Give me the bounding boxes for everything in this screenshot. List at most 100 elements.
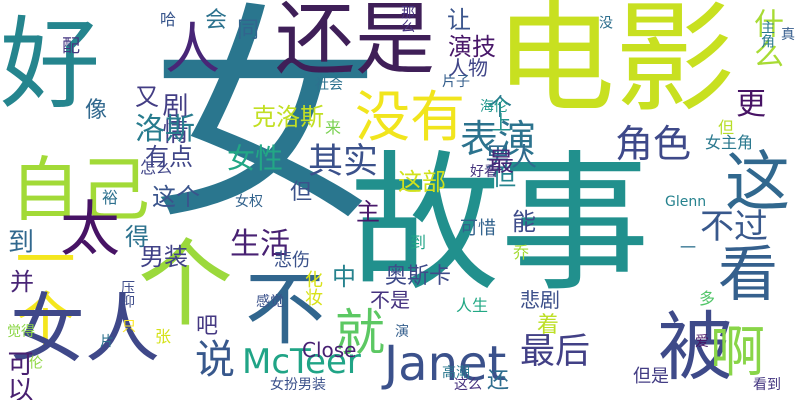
word-27: 不过 <box>700 207 768 247</box>
word-38: 演技 <box>448 33 496 61</box>
word-46: 真 <box>781 27 795 43</box>
word-45: 没 <box>597 15 613 29</box>
word-31: 但 <box>492 163 516 191</box>
word-99: 高潮 <box>442 365 470 381</box>
word-83: 感觉 <box>256 294 284 310</box>
word-96: 爱 <box>695 334 709 350</box>
word-64: Glenn <box>665 194 707 210</box>
word-90: 张 <box>152 328 171 344</box>
word-17: 人 <box>165 17 221 81</box>
word-74: 主角 <box>759 20 775 48</box>
word-84: 着 <box>537 313 560 338</box>
word-48: 个 <box>488 93 512 121</box>
word-63: 女权 <box>235 194 263 210</box>
word-11: 不 <box>245 263 325 356</box>
word-7: 一个 <box>5 228 75 348</box>
word-89: Close <box>302 338 357 362</box>
word-22: 角色 <box>615 122 692 166</box>
word-62: 裕 <box>102 188 119 207</box>
word-67: 男装 <box>140 243 188 271</box>
word-52: 女主角 <box>705 133 754 152</box>
word-12: 就 <box>335 304 385 362</box>
word-6: 自己 <box>10 149 150 231</box>
word-54: 洛斯 <box>135 112 195 147</box>
word-25: 生活 <box>230 227 290 262</box>
word-2: 电影 <box>495 0 735 129</box>
word-79: 悲伤 <box>274 250 310 271</box>
word-4: 还是 <box>275 0 435 86</box>
word-13: 被 <box>658 303 734 391</box>
word-98: 还 <box>483 368 508 390</box>
word-91: 片 <box>100 334 114 350</box>
word-10: 太 <box>60 195 120 265</box>
word-73: 一 <box>680 238 697 257</box>
word-57: 这部 <box>398 168 446 196</box>
word-86: 多 <box>696 290 715 306</box>
word-36: 同 <box>237 18 260 43</box>
word-76: 中 <box>332 263 356 291</box>
word-20: McTeer <box>242 342 361 382</box>
word-14: 看 <box>718 240 778 310</box>
word-95: 伦 <box>27 355 43 369</box>
word-0: 女 <box>150 0 381 253</box>
word-61: 怎么 <box>140 158 173 177</box>
word-66: 得 <box>125 223 149 251</box>
word-50: 海伦 <box>480 99 508 115</box>
word-47: 像 <box>85 98 108 123</box>
word-88: 演 <box>395 324 409 340</box>
word-43: 哈 <box>160 10 177 29</box>
word-1: 故事 <box>350 138 651 312</box>
word-80: 压抑 <box>119 280 135 308</box>
word-35: 会 <box>205 8 228 33</box>
word-58: 但 <box>290 180 313 205</box>
word-85: 悲剧 <box>520 288 560 312</box>
word-8: 个 <box>138 230 234 340</box>
word-68: 主 <box>356 198 380 226</box>
word-81: 不是 <box>370 288 410 312</box>
word-19: Janet <box>384 336 507 392</box>
word-71: 到 <box>410 233 427 252</box>
word-77: 奥斯卡 <box>385 264 452 289</box>
word-55: 有点 <box>145 143 193 171</box>
word-34: 克洛斯 <box>252 103 324 131</box>
word-100: 这么 <box>454 377 482 393</box>
word-15: 啊 <box>710 320 766 384</box>
word-30: 男人 <box>485 143 538 173</box>
word-9: 女人 <box>10 285 161 373</box>
word-18: 什么 <box>748 8 783 68</box>
word-23: 其实 <box>308 142 379 182</box>
word-87: 人生 <box>456 296 489 315</box>
word-82: 吧 <box>196 314 219 339</box>
word-93: 觉得 <box>7 324 35 340</box>
word-56: 这个 <box>152 183 200 211</box>
word-41: 社会 <box>315 77 343 93</box>
word-26: 说 <box>195 337 235 383</box>
word-32: 又 <box>135 83 159 111</box>
word-97: 但是 <box>633 366 669 387</box>
word-29: 女性 <box>227 142 284 175</box>
word-24: 最后 <box>520 332 591 372</box>
word-59: 最 <box>488 148 515 178</box>
word-37: 让 <box>447 6 471 34</box>
word-69: 能 <box>512 208 536 236</box>
word-33: 剧情 <box>158 92 188 144</box>
word-65: 到 <box>8 228 35 258</box>
word-75: 并 <box>10 268 34 296</box>
word-40: 片子 <box>442 74 470 90</box>
word-3: 好 <box>0 6 100 123</box>
word-102: 女扮男装 <box>270 377 326 393</box>
word-70: 可惜 <box>460 218 496 239</box>
word-78: 化妆 <box>302 270 323 306</box>
word-72: 乔 <box>513 243 530 262</box>
word-42: 配 <box>62 36 80 57</box>
word-49: 上 <box>488 112 512 132</box>
word-5: 这 <box>725 145 791 220</box>
word-51: 来 <box>325 118 342 137</box>
word-16: 没有 <box>355 85 466 149</box>
word-21: 表演 <box>460 117 537 161</box>
word-92: 只 <box>122 319 136 335</box>
word-28: 更 <box>736 87 766 122</box>
word-44: 那么 <box>399 5 415 33</box>
word-60: 好看 <box>470 164 498 180</box>
